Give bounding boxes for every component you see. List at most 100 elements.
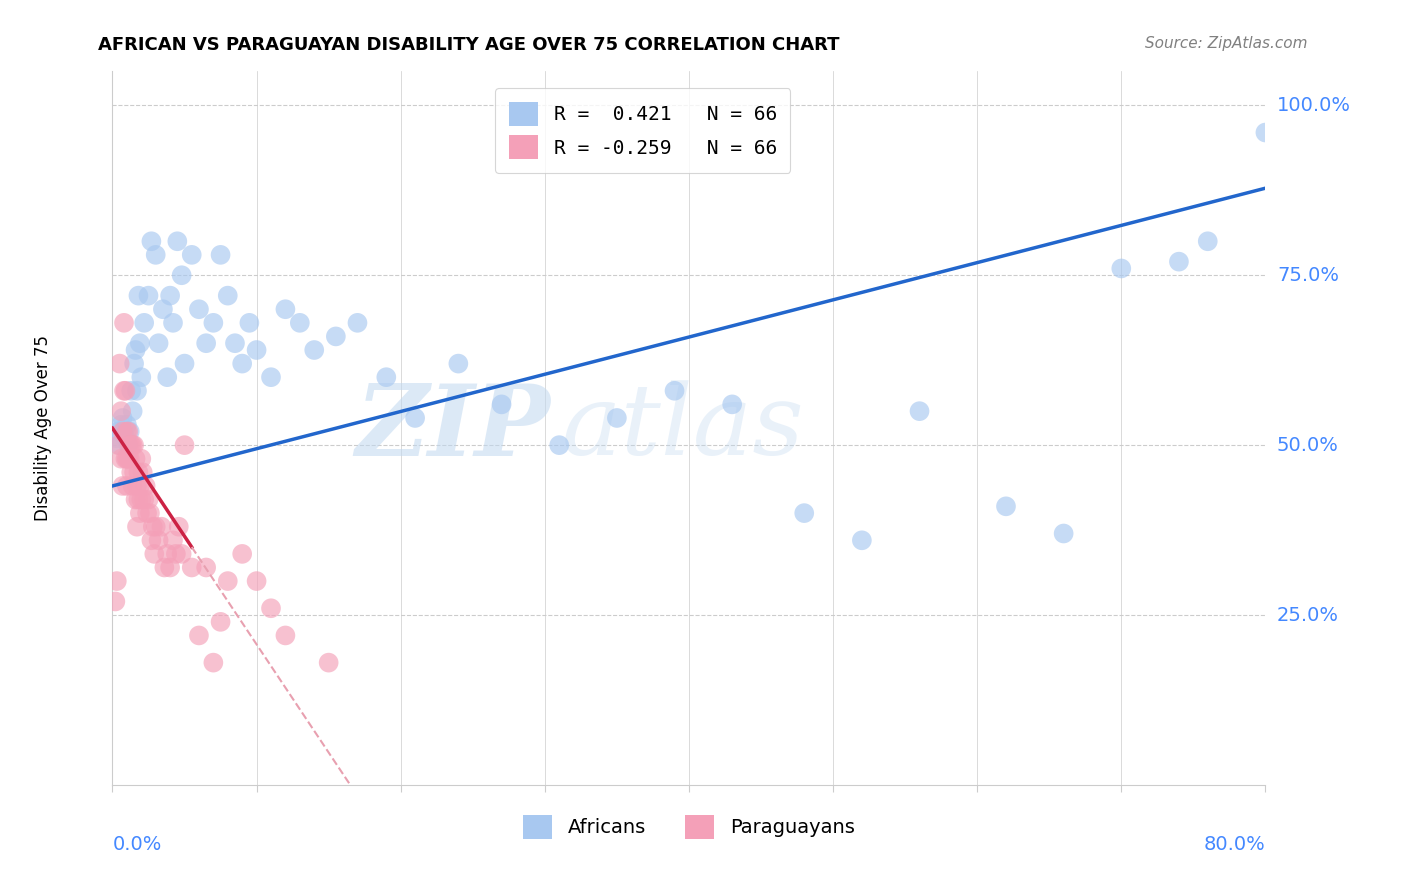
Point xyxy=(162,533,184,548)
Point xyxy=(118,425,141,439)
Point xyxy=(128,506,150,520)
Point xyxy=(125,479,148,493)
Point xyxy=(112,316,135,330)
Point xyxy=(117,438,139,452)
Point xyxy=(129,451,153,466)
Point xyxy=(124,343,146,357)
Point xyxy=(124,451,146,466)
Point xyxy=(111,479,134,493)
Point xyxy=(117,425,139,439)
Point xyxy=(108,357,131,371)
Point xyxy=(127,492,149,507)
Point xyxy=(246,574,269,588)
Point xyxy=(125,519,148,533)
Point xyxy=(129,370,153,384)
Point xyxy=(105,574,128,588)
Text: atlas: atlas xyxy=(562,381,804,475)
Point xyxy=(908,404,931,418)
Point xyxy=(231,547,253,561)
Point xyxy=(548,438,571,452)
Point xyxy=(173,357,195,371)
Point xyxy=(127,288,149,302)
Point xyxy=(127,466,149,480)
Point xyxy=(404,411,426,425)
Point xyxy=(122,357,145,371)
Point xyxy=(145,248,167,262)
Point xyxy=(114,431,136,445)
Point xyxy=(170,547,193,561)
Point xyxy=(274,302,297,317)
Point xyxy=(114,384,136,398)
Point xyxy=(122,438,145,452)
Point xyxy=(325,329,347,343)
Point xyxy=(217,574,239,588)
Point xyxy=(447,357,470,371)
Point xyxy=(159,560,181,574)
Point xyxy=(134,492,156,507)
Point xyxy=(224,336,246,351)
Point xyxy=(793,506,815,520)
Text: 75.0%: 75.0% xyxy=(1277,266,1339,285)
Point xyxy=(110,451,132,466)
Point xyxy=(188,302,211,317)
Point xyxy=(1369,119,1392,133)
Point xyxy=(188,628,211,642)
Point xyxy=(165,547,187,561)
Point xyxy=(375,370,398,384)
Point xyxy=(134,316,156,330)
Point xyxy=(721,397,744,411)
Point xyxy=(117,451,139,466)
Point xyxy=(202,656,225,670)
Point xyxy=(288,316,311,330)
Point xyxy=(115,417,138,432)
Point xyxy=(195,336,218,351)
Point xyxy=(606,411,628,425)
Point xyxy=(145,519,167,533)
Point xyxy=(152,302,174,317)
Point xyxy=(180,248,202,262)
Point xyxy=(125,384,148,398)
Point xyxy=(1111,261,1133,276)
Point xyxy=(118,438,141,452)
Point xyxy=(128,479,150,493)
Point xyxy=(346,316,368,330)
Point xyxy=(107,438,129,452)
Point xyxy=(114,451,136,466)
Point xyxy=(121,479,143,493)
Point xyxy=(112,384,135,398)
Point xyxy=(260,370,283,384)
Point xyxy=(121,438,143,452)
Point xyxy=(180,560,202,574)
Point xyxy=(202,316,225,330)
Point xyxy=(121,404,143,418)
Point xyxy=(138,492,160,507)
Point xyxy=(246,343,269,357)
Point xyxy=(217,288,239,302)
Point xyxy=(138,288,160,302)
Point xyxy=(148,336,170,351)
Point xyxy=(304,343,326,357)
Point xyxy=(141,533,163,548)
Point xyxy=(139,506,162,520)
Point xyxy=(111,411,134,425)
Point xyxy=(1282,112,1305,126)
Point xyxy=(118,451,141,466)
Point xyxy=(231,357,253,371)
Point xyxy=(167,519,190,533)
Point xyxy=(1341,105,1364,120)
Point xyxy=(112,425,135,439)
Point xyxy=(108,438,131,452)
Point xyxy=(153,560,176,574)
Point xyxy=(209,248,232,262)
Point xyxy=(1197,234,1219,248)
Point xyxy=(135,479,157,493)
Point xyxy=(115,425,138,439)
Legend: Africans, Paraguayans: Africans, Paraguayans xyxy=(516,807,862,847)
Point xyxy=(166,234,188,248)
Point xyxy=(128,336,150,351)
Point xyxy=(115,451,138,466)
Point xyxy=(120,466,142,480)
Point xyxy=(141,234,163,248)
Point xyxy=(159,288,181,302)
Point xyxy=(142,519,165,533)
